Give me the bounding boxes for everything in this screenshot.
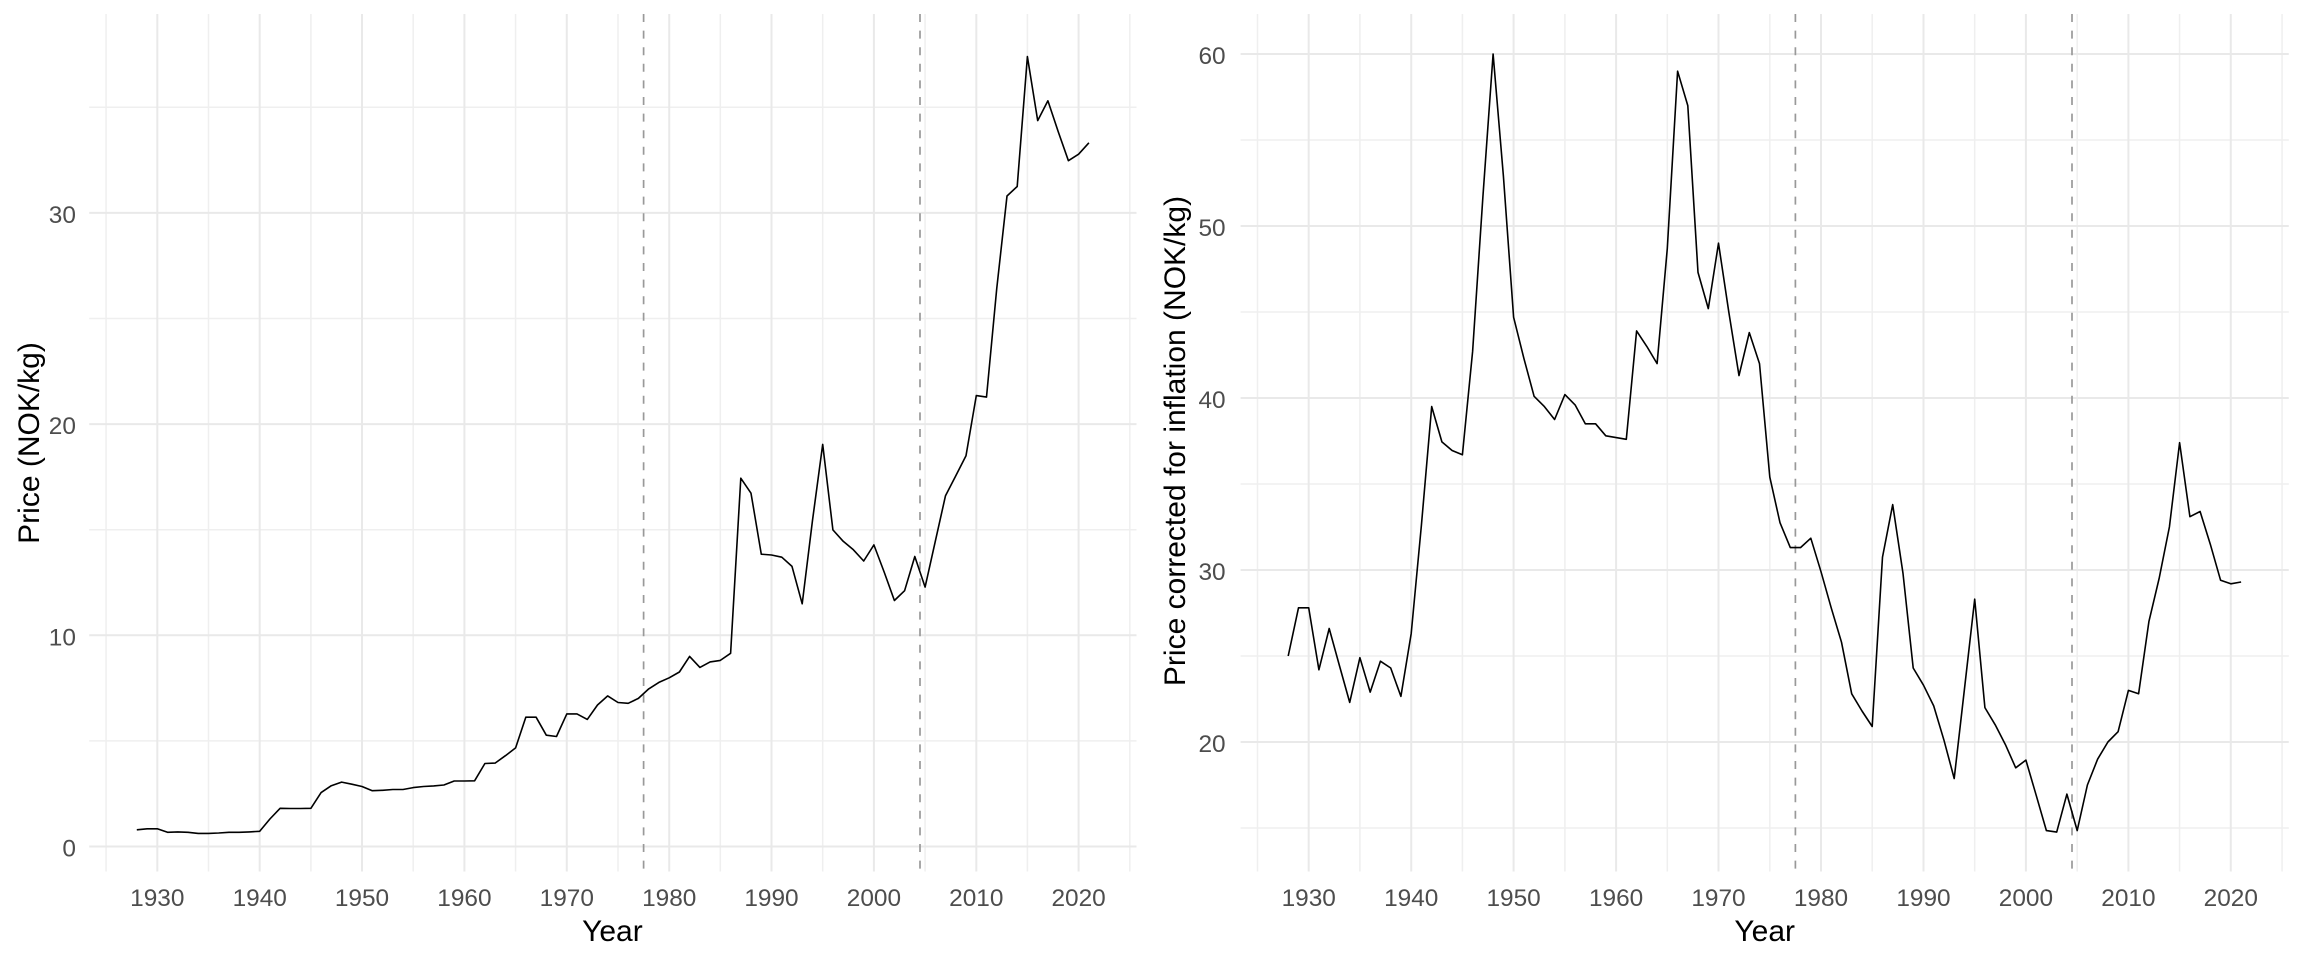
svg-text:10: 10 (49, 624, 76, 651)
svg-text:Price corrected for inflation: Price corrected for inflation (NOK/kg) (1159, 196, 1192, 686)
svg-text:Price (NOK/kg): Price (NOK/kg) (13, 342, 46, 544)
svg-text:2010: 2010 (949, 885, 1003, 912)
svg-text:1990: 1990 (1896, 885, 1950, 912)
svg-text:50: 50 (1198, 215, 1225, 242)
svg-text:2020: 2020 (2204, 885, 2258, 912)
svg-text:2000: 2000 (847, 885, 901, 912)
svg-text:2000: 2000 (1999, 885, 2053, 912)
svg-text:1930: 1930 (130, 885, 184, 912)
svg-text:1950: 1950 (335, 885, 389, 912)
svg-text:1940: 1940 (233, 885, 287, 912)
svg-text:0: 0 (62, 836, 76, 863)
svg-text:20: 20 (49, 413, 76, 440)
svg-text:2020: 2020 (1051, 885, 1105, 912)
svg-text:30: 30 (1198, 559, 1225, 586)
svg-text:2010: 2010 (2101, 885, 2155, 912)
svg-text:1970: 1970 (540, 885, 594, 912)
svg-text:20: 20 (1198, 731, 1225, 758)
svg-text:40: 40 (1198, 387, 1225, 414)
svg-text:1930: 1930 (1282, 885, 1336, 912)
svg-text:1980: 1980 (642, 885, 696, 912)
svg-text:1980: 1980 (1794, 885, 1848, 912)
svg-text:1950: 1950 (1486, 885, 1540, 912)
svg-text:1970: 1970 (1691, 885, 1745, 912)
svg-text:1960: 1960 (1589, 885, 1643, 912)
svg-text:Year: Year (1734, 915, 1795, 948)
svg-text:1990: 1990 (744, 885, 798, 912)
svg-text:1960: 1960 (437, 885, 491, 912)
svg-text:30: 30 (49, 202, 76, 229)
svg-text:60: 60 (1198, 43, 1225, 70)
svg-text:1940: 1940 (1384, 885, 1438, 912)
svg-text:Year: Year (582, 915, 643, 948)
